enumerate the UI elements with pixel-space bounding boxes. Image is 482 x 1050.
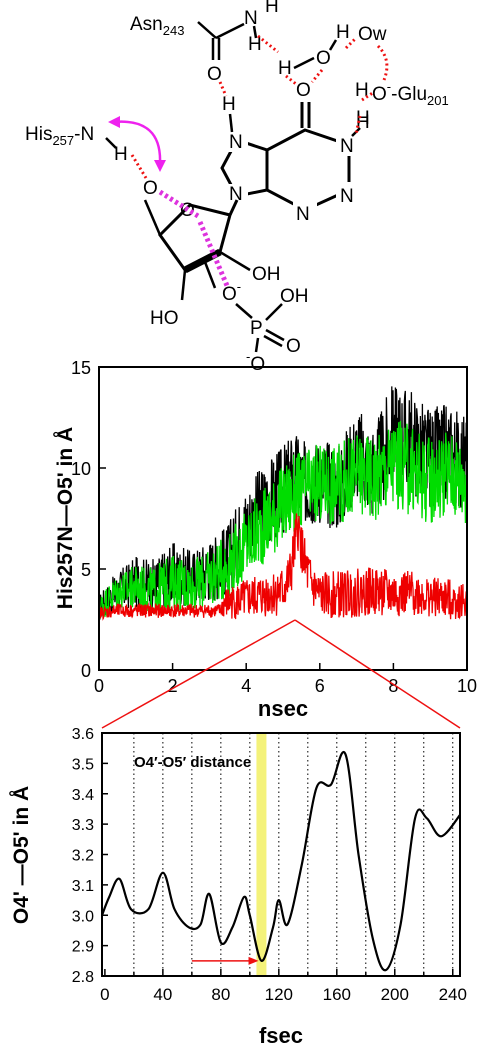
top-x-tick-label: 8: [388, 676, 398, 696]
red-arrow-head: [248, 956, 259, 965]
ribose-ring: [158, 203, 232, 272]
top-x-tick-label: 6: [315, 676, 325, 696]
top-y-tick-label: 0: [81, 661, 91, 681]
bottom-y-tick-label: 3.5: [72, 756, 94, 773]
top-x-tick-label: 4: [241, 676, 251, 696]
bottom-series-line: [100, 750, 461, 972]
atom-o6: O: [296, 80, 311, 101]
top-x-tick-label: 10: [457, 676, 477, 696]
top-plot-frame: [98, 366, 468, 671]
atom-o-phosphate: O-: [222, 279, 241, 305]
atom-water-h2: H: [336, 22, 350, 43]
label-glu: O--Glu201: [372, 79, 449, 108]
top-y-tick-label: 10: [71, 459, 91, 479]
bottom-x-tick-label: 40: [153, 985, 172, 1004]
bottom-x-tick-label: 240: [439, 985, 467, 1004]
atom-water-o: O: [316, 48, 331, 69]
atom-asn-n: N: [244, 8, 258, 29]
atom-h-n7: H: [222, 94, 236, 115]
bottom-y-tick-label: 3.0: [72, 908, 94, 925]
top-series-line-2: [98, 513, 468, 621]
top-plot-area: [98, 386, 468, 621]
atom-n3: N: [340, 186, 354, 207]
atom-o-minus-bottom: -O: [246, 349, 265, 375]
atom-n1: N: [340, 136, 354, 157]
bottom-x-axis-label: fsec: [259, 1023, 303, 1048]
rotation-arrow: [113, 120, 162, 165]
atom-n9: N: [229, 184, 243, 205]
atom-o5: O: [143, 178, 158, 199]
bottom-y-tick-label: 2.9: [72, 939, 94, 956]
highlight-band: [256, 733, 267, 976]
atom-oh-ribose: OH: [252, 264, 281, 285]
atom-o4: O: [180, 200, 195, 221]
bottom-x-tick-label: 200: [381, 985, 409, 1004]
bottom-x-tick-label: 0: [100, 985, 109, 1004]
atom-asn-o: O: [207, 64, 222, 85]
label-ow: Ow: [358, 24, 387, 45]
bottom-axes: 0 40 80 120 160 200 240 2.8 2.9 3.0 3.1 3.2 3.3 3.4 3.…: [72, 726, 467, 1004]
atom-ho-ribose: HO: [150, 308, 179, 329]
atom-water-h: H: [278, 58, 292, 79]
label-asn: Asn243: [130, 14, 184, 38]
atom-asn-h: H: [248, 34, 262, 55]
hydrogen-bonds: [130, 34, 389, 179]
atom-p: P: [250, 318, 263, 339]
top-x-axis-label: nsec: [258, 696, 308, 721]
top-y-tick-label: 5: [81, 560, 91, 580]
atom-n-bottom: N: [296, 204, 310, 225]
bottom-y-tick-label: 3.3: [72, 817, 94, 834]
atom-oh-phosphate: OH: [280, 286, 309, 307]
atom-o-double: O: [286, 336, 301, 357]
top-x-tick-label: 0: [94, 676, 104, 696]
top-x-tick-label: 2: [168, 676, 178, 696]
magenta-distance-lines: [158, 189, 231, 289]
bottom-x-tick-label: 160: [323, 985, 351, 1004]
bottom-y-tick-label: 3.4: [72, 787, 94, 804]
bottom-x-tick-label: 120: [265, 985, 293, 1004]
bottom-chart: O4′-O5′ distance 0 40 80 120 160 200 240 2.8 2.9…: [9, 726, 467, 1048]
molecule-diagram: N N N N N O H H Asn243 O N H H H O H Ow …: [25, 0, 449, 375]
zoom-connector: [101, 619, 461, 729]
bottom-plot-area: [100, 733, 461, 976]
atom-asn-h-top: H: [265, 0, 279, 17]
bottom-x-tick-label: 80: [211, 985, 230, 1004]
top-y-tick-label: 15: [71, 358, 91, 378]
bottom-y-tick-label: 3.6: [72, 726, 94, 743]
top-chart: 0 2 4 6 8 10 0 5 10 15 nsec His257N—O5' in Å: [53, 358, 477, 721]
label-his: His257-N: [25, 124, 94, 148]
atom-his-h: H: [114, 144, 128, 165]
atom-h-glu2: H: [356, 108, 370, 129]
bottom-annotation: O4′-O5′ distance: [134, 754, 251, 771]
atom-n7: N: [229, 132, 243, 153]
bottom-y-tick-label: 3.1: [72, 878, 94, 895]
bottom-y-axis-label: O4' —O5' in Å: [9, 786, 33, 924]
atom-h-glu: H: [355, 80, 369, 101]
top-axes: 0 2 4 6 8 10 0 5 10 15: [71, 358, 477, 696]
bottom-y-tick-label: 2.8: [72, 969, 94, 986]
top-y-axis-label: His257N—O5' in Å: [53, 427, 77, 609]
bottom-y-tick-label: 3.2: [72, 848, 94, 865]
